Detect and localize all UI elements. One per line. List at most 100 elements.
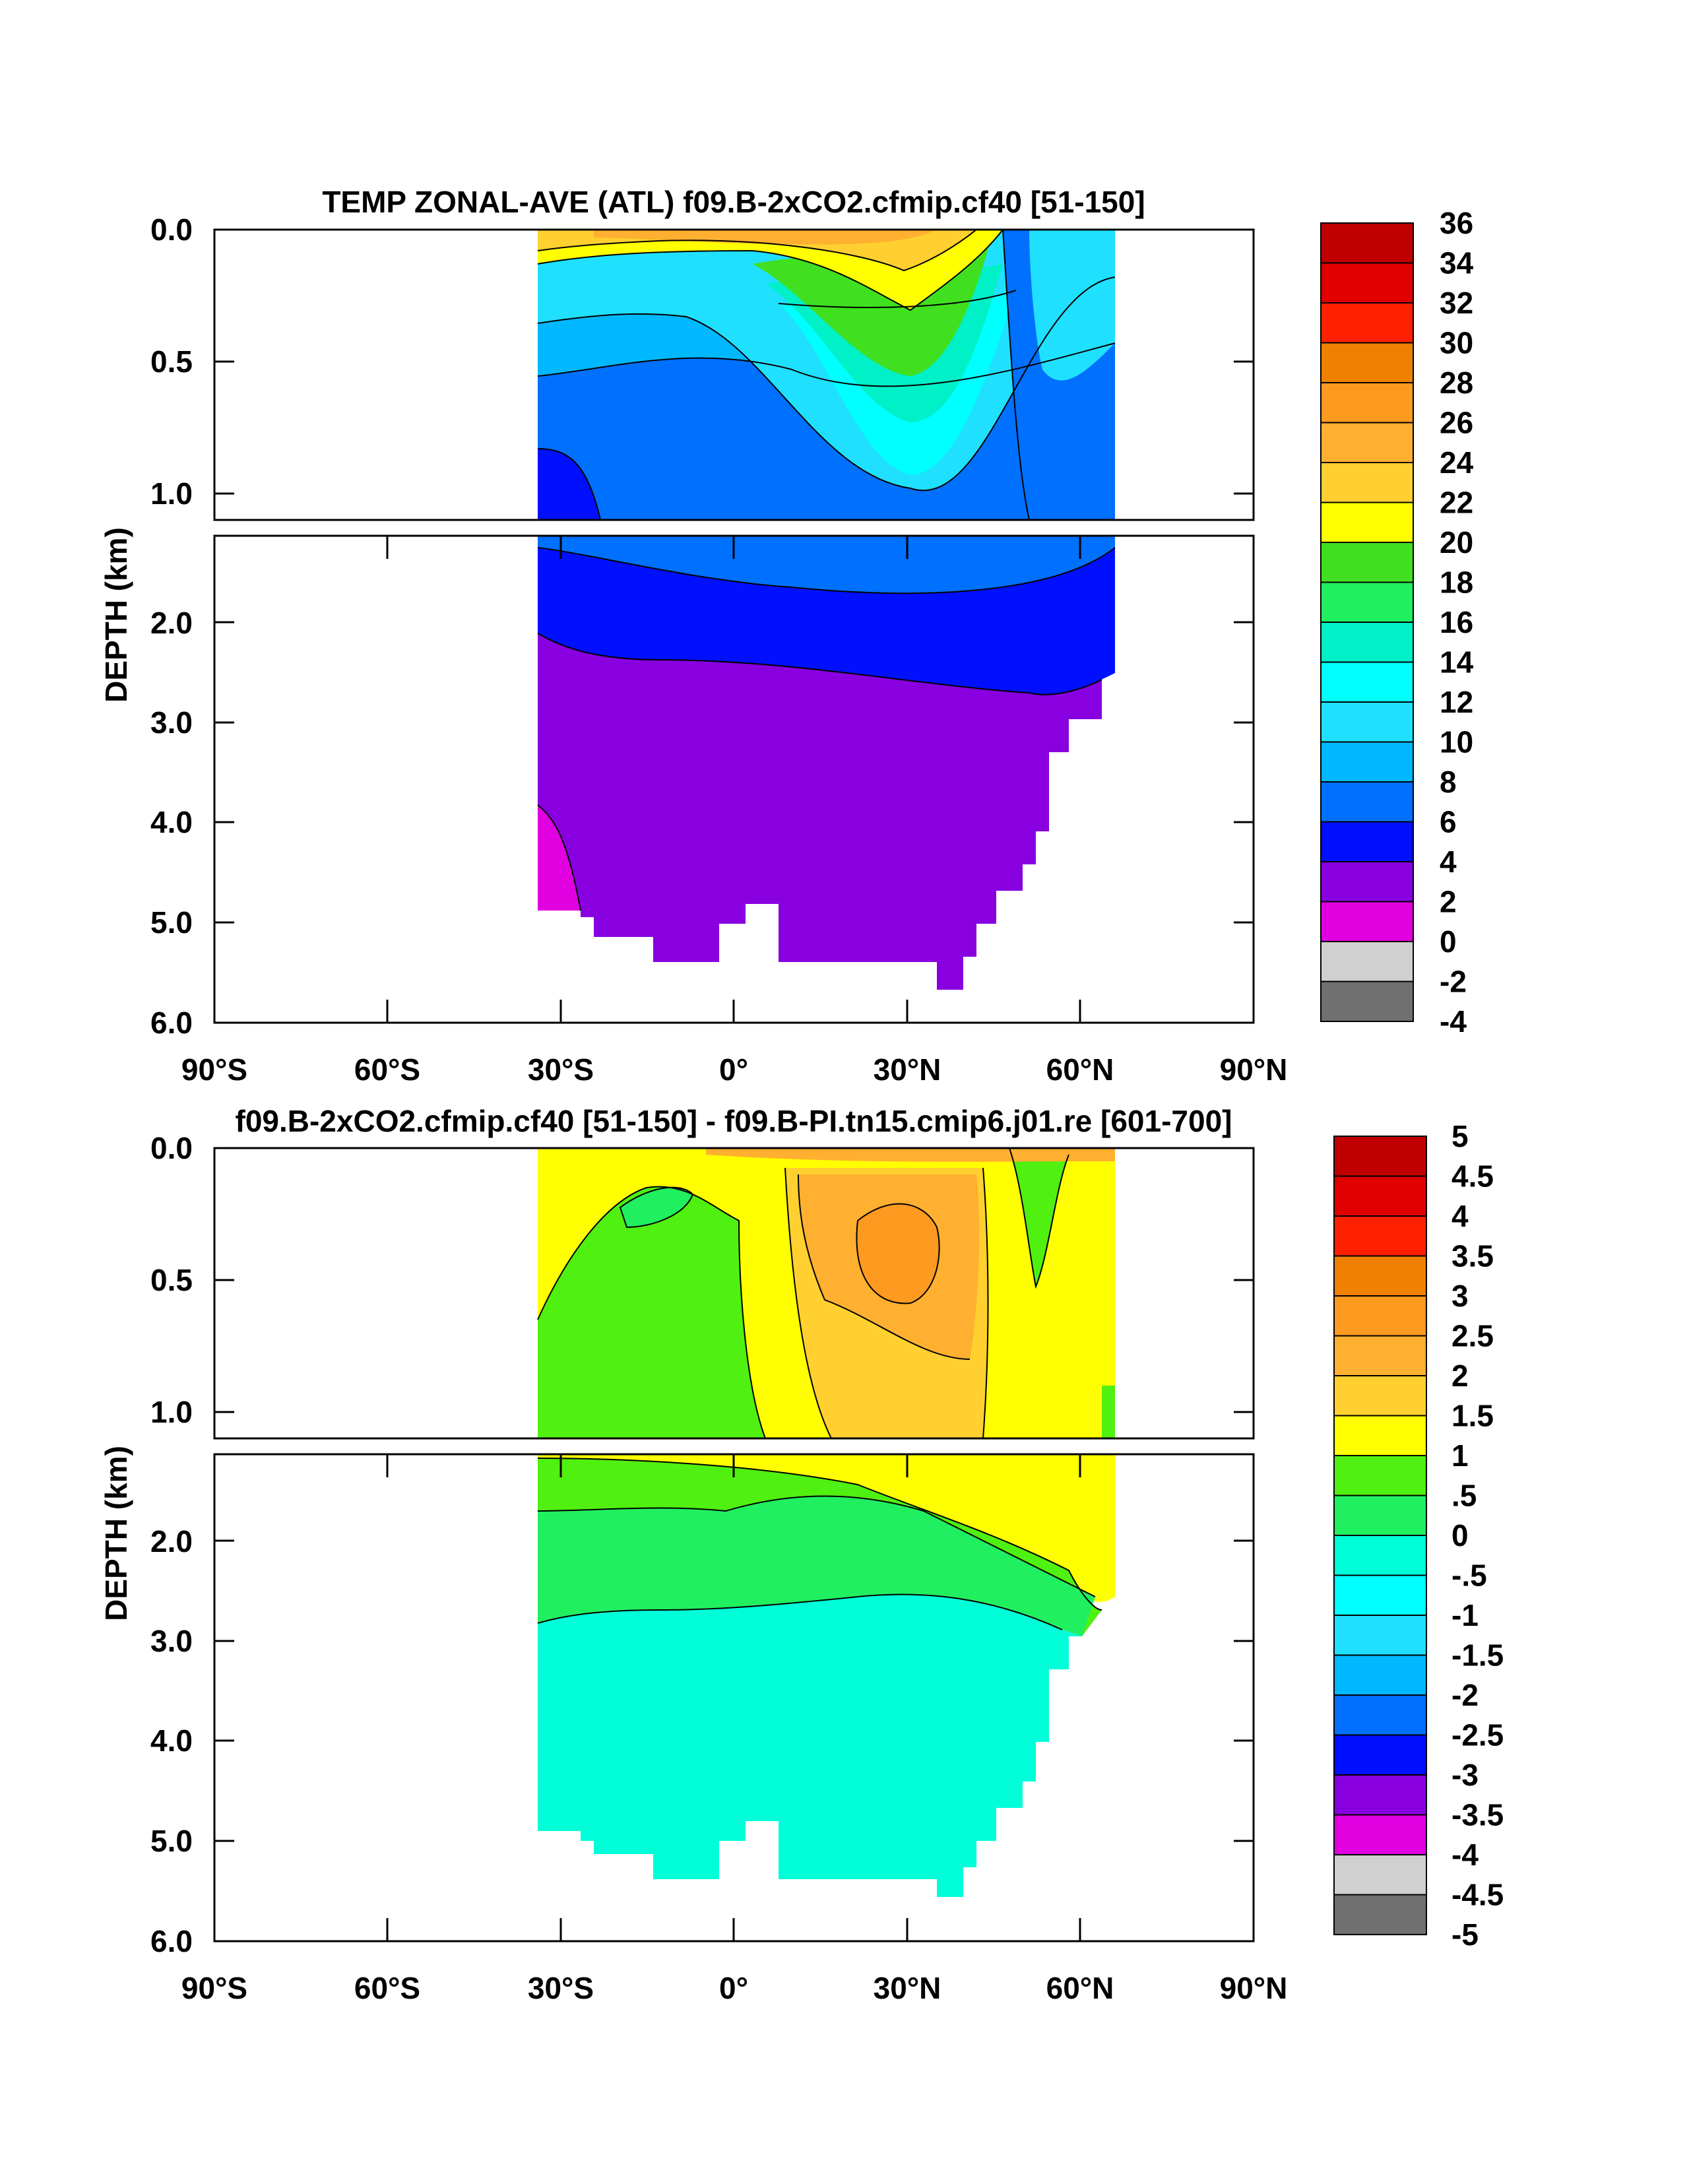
region-upper-lower [538, 1454, 1115, 1602]
panel-2-title: f09.B-2xCO2.cfmip.cf40 [51-150] - f09.B-… [236, 1104, 1232, 1138]
panel-1-ytick-label: 1.0 [150, 476, 193, 511]
region-deep-warming-2 [538, 1496, 1095, 1636]
colorbar-cell [1333, 1215, 1427, 1257]
panel-2-upper-field [537, 1148, 1115, 1438]
panel-1-title: TEMP ZONAL-AVE (ATL) f09.B-2xCO2.cfmip.c… [322, 185, 1145, 219]
region-nordic-cool [1029, 230, 1115, 381]
panel-2-xtick-label: 90°S [181, 1971, 247, 2005]
panel-2-ytick-label: 0.0 [150, 1131, 193, 1165]
colorbar-label: 12 [1440, 685, 1473, 719]
colorbar-cell [1333, 1455, 1427, 1496]
panel-1-ytick-label: 3.0 [150, 705, 193, 740]
panel-2-xtick-label: 90°N [1220, 1971, 1288, 2005]
colorbar-label: 20 [1440, 525, 1473, 560]
colorbar-cell [1333, 1255, 1427, 1297]
colorbar-label: 1.5 [1451, 1399, 1494, 1433]
colorbar-label: 32 [1440, 286, 1473, 320]
colorbar-label: 2.5 [1451, 1319, 1494, 1353]
colorbar-label: 2 [1451, 1359, 1469, 1393]
region-orange [594, 230, 937, 245]
panel-2-upper-contours [537, 1148, 1069, 1438]
colorbar-label: 2 [1440, 885, 1457, 919]
colorbar-label: -4 [1440, 1004, 1467, 1039]
panel-2-ytick-label: 3.0 [150, 1624, 193, 1658]
colorbar-label: 4 [1451, 1199, 1469, 1233]
colorbar-cell [1320, 861, 1414, 903]
colorbar-cell [1333, 1654, 1427, 1696]
colorbar-label: -3 [1451, 1758, 1479, 1792]
panel-1-y-ticks-lower [214, 621, 1254, 924]
panel-2-ytick-label: 6.0 [150, 1924, 193, 1958]
panel-1-ytick-label: 0.0 [150, 212, 193, 247]
colorbar-cell [1333, 1415, 1427, 1456]
region-green-west [538, 1186, 765, 1438]
panel-2-ytick-label: 5.0 [150, 1824, 193, 1858]
region-deep-sw [538, 449, 600, 520]
colorbar-cell [1320, 542, 1414, 583]
region-abyssal-sw [538, 805, 581, 911]
colorbar-cell [1320, 901, 1414, 942]
colorbar-cell [1333, 1894, 1427, 1935]
panel-2-ytick-label: 2.0 [150, 1524, 193, 1558]
panel-2-ytick-label: 1.0 [150, 1395, 193, 1429]
colorbar-label: 8 [1440, 765, 1457, 799]
colorbar-cell [1333, 1774, 1427, 1816]
panel-1-lower-field [537, 536, 1116, 990]
panel-1-xtick-label: 60°N [1046, 1052, 1114, 1087]
colorbar-cell [1320, 781, 1414, 823]
colorbar-label: 22 [1440, 486, 1473, 520]
colorbar-label: 3 [1451, 1279, 1469, 1313]
panel-2-y-ticks-lower [214, 1539, 1254, 1842]
panel-2-xtick-label: 30°N [874, 1971, 941, 2005]
colorbar-label: 30 [1440, 326, 1473, 360]
colorbar-label: -2 [1451, 1678, 1479, 1712]
colorbar-label: -5 [1451, 1917, 1479, 1952]
colorbar-cell [1320, 622, 1414, 663]
panel-2-lower-contours [537, 1458, 1102, 1630]
panel-2-x-ticks [386, 1454, 1081, 1941]
panel-1-y-ticks-upper [214, 228, 1254, 495]
colorbar-cell [1333, 1295, 1427, 1337]
colorbar-label: 1 [1451, 1438, 1469, 1473]
colorbar-cell [1320, 302, 1414, 344]
colorbar-label: -3.5 [1451, 1798, 1504, 1832]
colorbar-label: 14 [1440, 645, 1474, 680]
colorbar-cell [1333, 1136, 1427, 1177]
colorbar-cell [1333, 1375, 1427, 1417]
colorbar-label: 5 [1451, 1119, 1469, 1153]
colorbar-label: 0 [1440, 924, 1457, 959]
panel-1-ytick-label: 6.0 [150, 1006, 193, 1040]
panel-1-xtick-label: 30°S [528, 1052, 594, 1087]
colorbar-cell [1320, 941, 1414, 982]
panel-2-ytick-label: 4.0 [150, 1723, 193, 1758]
colorbar-cell [1320, 581, 1414, 623]
panel-2-xtick-label: 60°N [1046, 1971, 1114, 2005]
colorbar-label: 16 [1440, 605, 1473, 639]
colorbar-cell [1320, 262, 1414, 304]
region-abyssal [538, 633, 1102, 990]
panel-1-xtick-label: 0° [719, 1052, 748, 1087]
colorbar-label: 26 [1440, 406, 1473, 440]
panel-1-ytick-label: 2.0 [150, 606, 193, 640]
colorbar-cell [1333, 1814, 1427, 1855]
colorbar-cell [1320, 382, 1414, 424]
colorbar-cell [1333, 1494, 1427, 1536]
panel-1-upper-frame [213, 228, 1255, 521]
panel-1-xtick-label: 30°N [874, 1052, 941, 1087]
panel-2-ytick-label: 0.5 [150, 1263, 193, 1297]
panel-2-xtick-label: 60°S [354, 1971, 420, 2005]
panel-2-colorbar: 54.543.532.521.51.50-.5-1-1.5-2-2.5-3-3.… [1333, 1119, 1504, 1952]
colorbar-label: -2.5 [1451, 1718, 1504, 1752]
colorbar-label: -1 [1451, 1598, 1479, 1632]
panel-2-xtick-label: 0° [719, 1971, 748, 2005]
panel-2-y-ticks-upper [214, 1147, 1254, 1413]
colorbar-cell [1320, 501, 1414, 543]
colorbar-label: -4 [1451, 1838, 1479, 1872]
colorbar-label: 0 [1451, 1518, 1469, 1553]
panel-1-upper-field [537, 230, 1116, 520]
colorbar-cell [1320, 342, 1414, 383]
colorbar-cell [1333, 1734, 1427, 1776]
panel-1-ytick-label: 4.0 [150, 805, 193, 839]
colorbar-cell [1333, 1335, 1427, 1376]
panel-2-lower-field [537, 1454, 1115, 1897]
